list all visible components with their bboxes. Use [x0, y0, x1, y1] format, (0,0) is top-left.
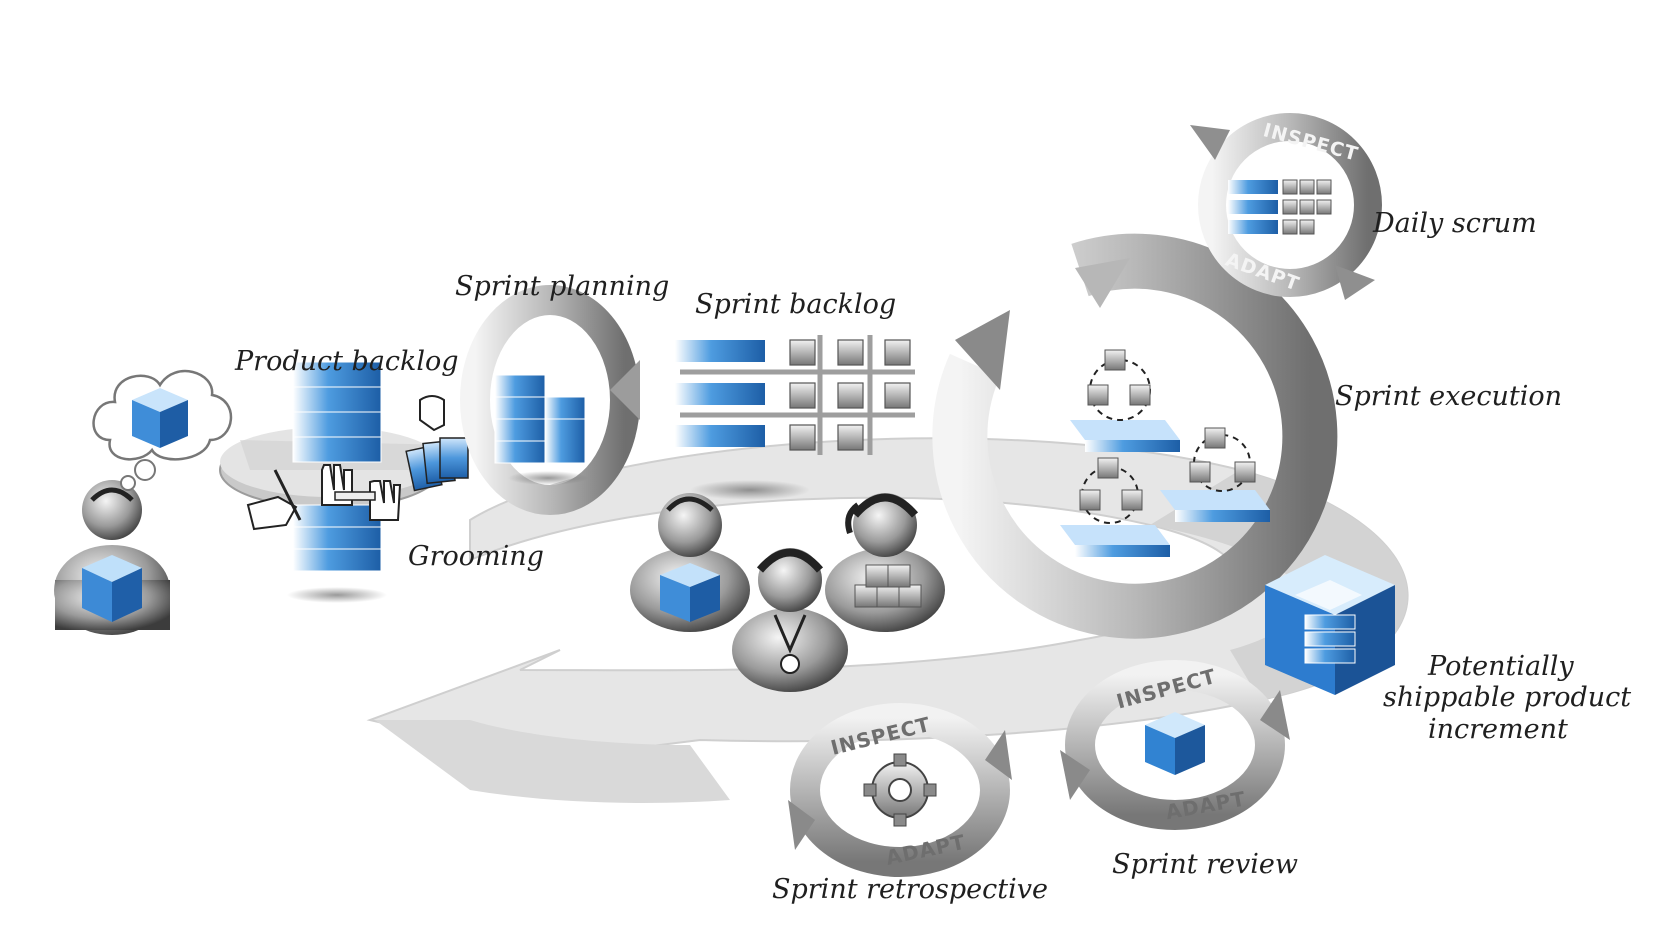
- sprint-retrospective-label: Sprint retrospective: [772, 874, 1048, 905]
- whistle-icon: [780, 654, 800, 674]
- product-backlog-label: Product backlog: [234, 346, 459, 377]
- gear-icon: [863, 753, 937, 827]
- blue-cube-icon: [82, 555, 142, 622]
- sprint-planning-cycle: [460, 285, 640, 515]
- daily-scrum-cycle: INSPECT ADAPT: [1190, 113, 1382, 300]
- grooming-label: Grooming: [408, 541, 544, 572]
- labels: Product backlog Sprint planning Sprint b…: [234, 208, 1631, 905]
- hand-icon: [246, 469, 302, 531]
- sprint-backlog-label: Sprint backlog: [695, 289, 896, 320]
- shippable-increment-cube: [1265, 555, 1395, 695]
- product-backlog-stack: [215, 361, 469, 603]
- review-increment-cube: [1145, 712, 1205, 775]
- task-cubes: [789, 339, 911, 451]
- team-member-figure: [630, 493, 750, 632]
- sprint-review-cycle: INSPECT ADAPT: [1060, 660, 1290, 830]
- potentially-label-line1: Potentially: [1427, 651, 1574, 682]
- sprint-review-label: Sprint review: [1112, 849, 1298, 880]
- sprint-execution-label: Sprint execution: [1335, 381, 1562, 412]
- work-in-progress-platforms: [1060, 349, 1270, 557]
- potentially-label-line3: increment: [1428, 714, 1568, 745]
- daily-scrum-board: [1228, 179, 1332, 235]
- team-member-figure: [825, 493, 945, 632]
- idea-cube-icon: [132, 388, 188, 448]
- thought-bubble: [92, 369, 233, 491]
- sprint-backlog-grid: [675, 335, 915, 500]
- scrum-team: [630, 493, 945, 692]
- daily-scrum-label: Daily scrum: [1372, 208, 1537, 239]
- sprint-planning-label: Sprint planning: [455, 271, 669, 302]
- potentially-label-line2: shippable product: [1383, 682, 1631, 713]
- hand-icon: [419, 395, 445, 432]
- scrum-master-figure: [732, 548, 848, 692]
- hand-icon: [334, 480, 402, 521]
- sprint-retrospective-cycle: INSPECT ADAPT: [788, 703, 1012, 877]
- product-owner-figure: [54, 480, 170, 635]
- sprint-execution-cycle: [932, 233, 1338, 639]
- cards-icon: [405, 437, 469, 492]
